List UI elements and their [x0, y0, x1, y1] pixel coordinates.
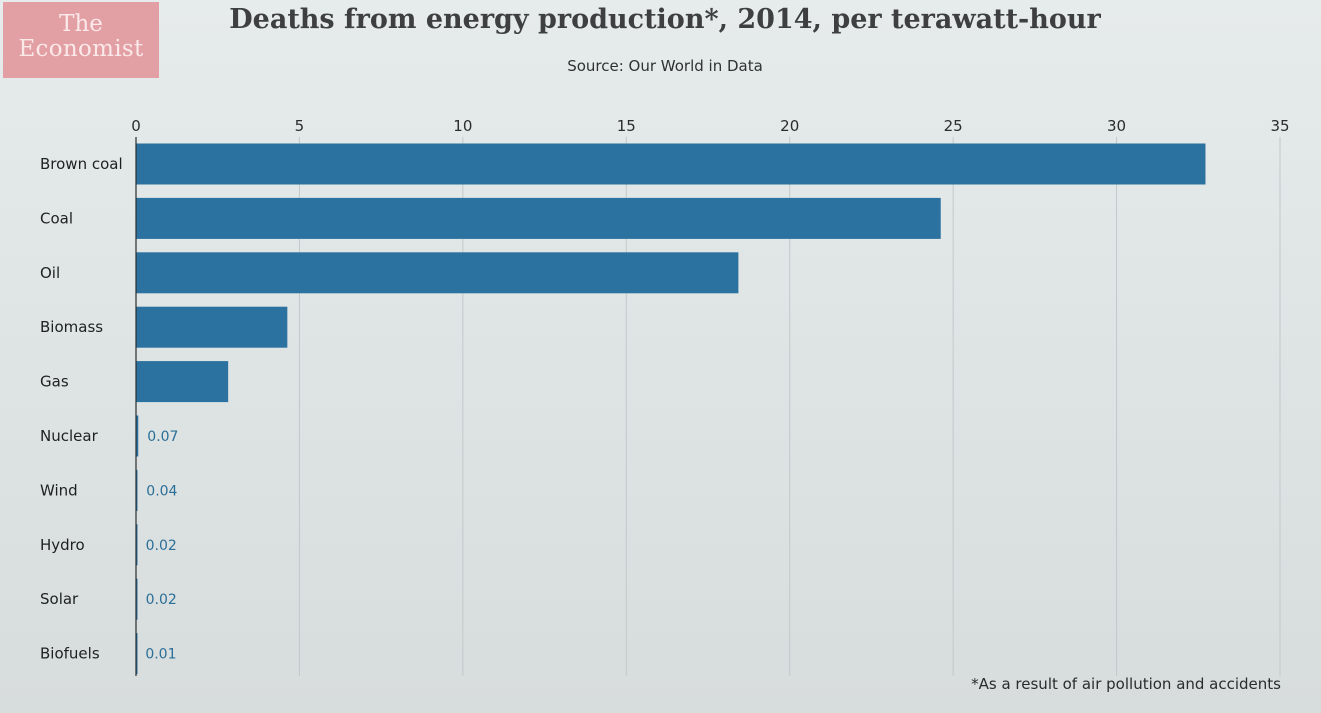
- x-tick-label: 35: [1270, 117, 1289, 135]
- x-tick-label: 15: [617, 117, 636, 135]
- data-label: 0.02: [146, 538, 177, 554]
- category-label: Hydro: [40, 536, 85, 554]
- bar: [136, 578, 138, 620]
- bar: [136, 252, 739, 294]
- bar: [136, 469, 138, 511]
- category-label: Solar: [40, 590, 79, 608]
- footnote: *As a result of air pollution and accide…: [971, 675, 1281, 693]
- x-tick-label: 5: [295, 117, 305, 135]
- category-label: Brown coal: [40, 155, 123, 173]
- bar: [136, 306, 288, 348]
- bar: [136, 524, 138, 566]
- data-label: 0.01: [145, 647, 176, 663]
- category-label: Biofuels: [40, 645, 100, 663]
- bar: [136, 415, 139, 457]
- data-label: 0.02: [146, 592, 177, 608]
- data-label: 0.04: [146, 483, 177, 499]
- bar: [136, 361, 229, 403]
- bar: [136, 143, 1206, 185]
- x-tick-label: 30: [1107, 117, 1126, 135]
- category-label: Nuclear: [40, 427, 99, 445]
- x-tick-label: 25: [944, 117, 963, 135]
- chart-title: Deaths from energy production*, 2014, pe…: [229, 4, 1101, 35]
- category-label: Biomass: [40, 318, 103, 336]
- category-label: Oil: [40, 264, 60, 282]
- logo-line-2: Economist: [18, 36, 144, 62]
- economist-logo: The Economist: [3, 2, 159, 78]
- x-tick-label: 0: [131, 117, 141, 135]
- x-tick-label: 10: [453, 117, 472, 135]
- bar: [136, 197, 941, 239]
- bar: [136, 633, 138, 675]
- data-label: 0.07: [147, 429, 178, 445]
- x-tick-label: 20: [780, 117, 799, 135]
- category-label: Wind: [40, 481, 78, 499]
- chart-subtitle: Source: Our World in Data: [567, 57, 763, 75]
- category-label: Gas: [40, 373, 69, 391]
- category-label: Coal: [40, 209, 73, 227]
- logo-line-1: The: [59, 11, 103, 37]
